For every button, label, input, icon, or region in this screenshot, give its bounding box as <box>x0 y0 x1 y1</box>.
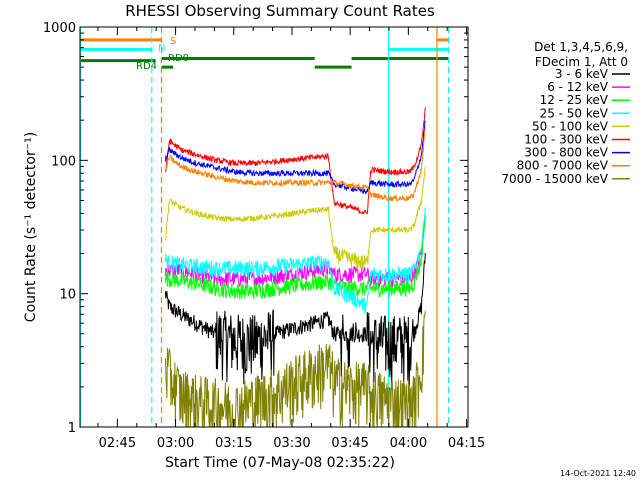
y-tick-label: 10 <box>59 288 76 303</box>
axes-layer <box>79 26 469 428</box>
series-line-3 <box>164 207 426 314</box>
series-line-2 <box>164 216 426 300</box>
legend-entry-label: 50 - 100 keV <box>532 119 609 133</box>
series-line-5 <box>164 107 426 215</box>
y-tick-label: 1000 <box>43 21 76 36</box>
series-line-0 <box>164 252 426 386</box>
footer-date: 14-Oct-2021 12:40 <box>560 469 636 478</box>
legend-header-1: Det 1,3,4,5,6,9, <box>534 40 628 54</box>
flag-label-rd0: RD0 <box>168 53 189 64</box>
legend-entry-label: 6 - 12 keV <box>547 80 609 94</box>
plot-frame <box>79 26 469 428</box>
x-tick-label: 03:15 <box>215 436 252 451</box>
x-tick-label: 03:00 <box>157 436 194 451</box>
x-tick-label: 04:15 <box>448 436 485 451</box>
legend-entry-label: 300 - 800 keV <box>524 146 608 160</box>
series-line-8 <box>164 310 426 429</box>
ticks-layer: 1 10 100 1000 02:45 03:00 03:15 03:30 03:45 04:00… <box>43 21 485 451</box>
y-tick-label: 1 <box>68 421 76 436</box>
y-tick-label: 100 <box>51 154 76 169</box>
x-axis-label: Start Time (07-May-08 02:35:22) <box>165 455 395 471</box>
legend-entry-label: 25 - 50 keV <box>540 106 609 120</box>
flag-label-s: S <box>170 36 176 47</box>
y-axis-label: Count Rate (s⁻¹ detector⁻¹) <box>23 132 39 322</box>
legend-entry-label: 3 - 6 keV <box>555 67 609 81</box>
chart-title: RHESSI Observing Summary Count Rates <box>125 2 435 20</box>
legend-entry-label: 7000 - 15000 keV <box>501 172 608 186</box>
x-tick-label: 03:30 <box>273 436 310 451</box>
x-tick-label: 02:45 <box>99 436 136 451</box>
legend-entry-label: 800 - 7000 keV <box>517 159 609 173</box>
series-line-6 <box>164 120 426 195</box>
legend-entry-label: 12 - 25 keV <box>540 93 609 107</box>
flag-label-rd4: RD4 <box>136 61 157 72</box>
legend-entry-label: 100 - 300 keV <box>524 133 608 147</box>
flags-layer: SNRD4RD0 <box>80 36 449 72</box>
x-tick-label: 03:45 <box>331 436 368 451</box>
vertical-lines-layer <box>79 27 450 427</box>
series-line-4 <box>164 166 426 270</box>
x-tick-label: 04:00 <box>390 436 427 451</box>
series-line-7 <box>165 127 426 203</box>
series-layer <box>164 107 426 429</box>
legend-header-2: FDecim 1, Att 0 <box>535 55 628 69</box>
